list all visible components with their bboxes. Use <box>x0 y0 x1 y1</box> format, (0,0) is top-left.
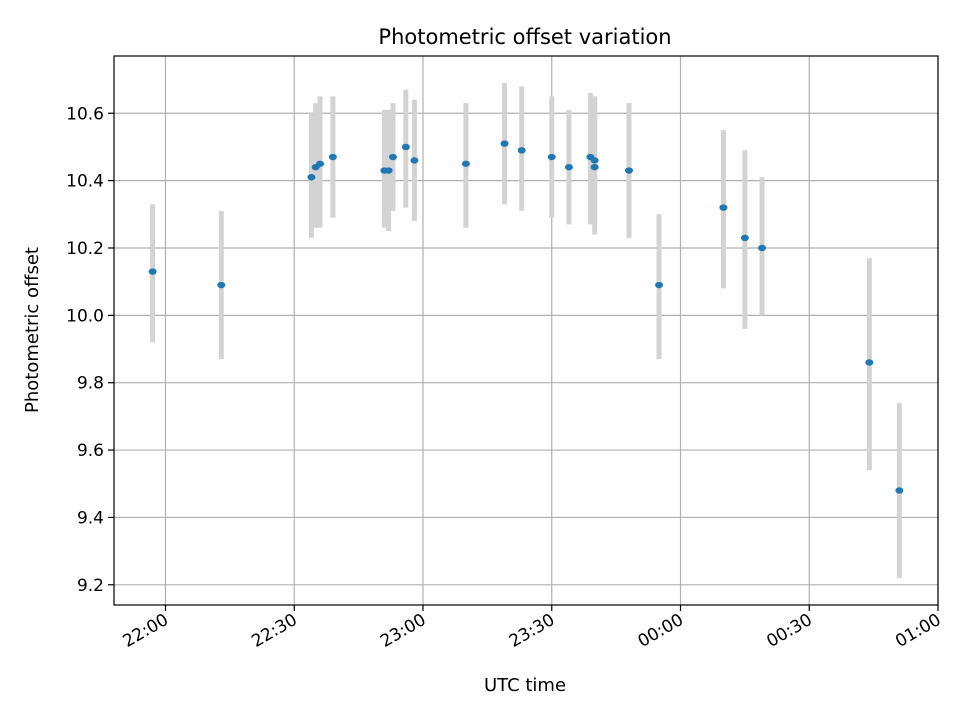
y-tick-label: 9.6 <box>77 441 104 461</box>
data-point <box>148 268 157 275</box>
data-point <box>461 160 470 167</box>
y-tick-label: 10.6 <box>66 104 104 124</box>
data-points <box>148 140 904 494</box>
data-point <box>316 160 324 167</box>
data-point <box>547 153 556 161</box>
data-point <box>217 281 226 289</box>
data-point <box>328 153 337 161</box>
data-point <box>740 234 749 242</box>
data-point <box>401 143 410 151</box>
grid <box>114 56 939 605</box>
data-point <box>564 163 573 171</box>
y-ticks: 9.2 9.4 9.6 9.8 10.0 10.2 10.4 10.6 <box>66 104 114 596</box>
data-point <box>590 157 599 164</box>
data-point <box>388 153 397 161</box>
data-point <box>307 174 316 181</box>
data-point <box>590 163 599 171</box>
y-tick-label: 10.0 <box>66 306 104 326</box>
data-point <box>384 167 393 174</box>
data-point <box>865 359 874 366</box>
y-tick-label: 9.4 <box>77 508 104 528</box>
x-axis-label: UTC time <box>484 675 566 696</box>
plot-frame <box>113 55 939 606</box>
data-point <box>895 487 904 494</box>
y-tick-label: 10.4 <box>66 172 104 192</box>
data-point <box>410 157 419 164</box>
data-point <box>500 140 509 147</box>
y-tick-label: 10.2 <box>66 239 104 259</box>
y-tick-label: 9.2 <box>77 576 104 596</box>
y-axis-label: Photometric offset <box>22 247 43 413</box>
data-point <box>517 147 526 154</box>
data-point <box>719 204 728 211</box>
data-point <box>758 244 767 252</box>
chart-title: Photometric offset variation <box>378 25 671 49</box>
data-point <box>655 281 664 289</box>
data-point <box>625 167 633 174</box>
y-tick-label: 9.8 <box>77 374 104 394</box>
